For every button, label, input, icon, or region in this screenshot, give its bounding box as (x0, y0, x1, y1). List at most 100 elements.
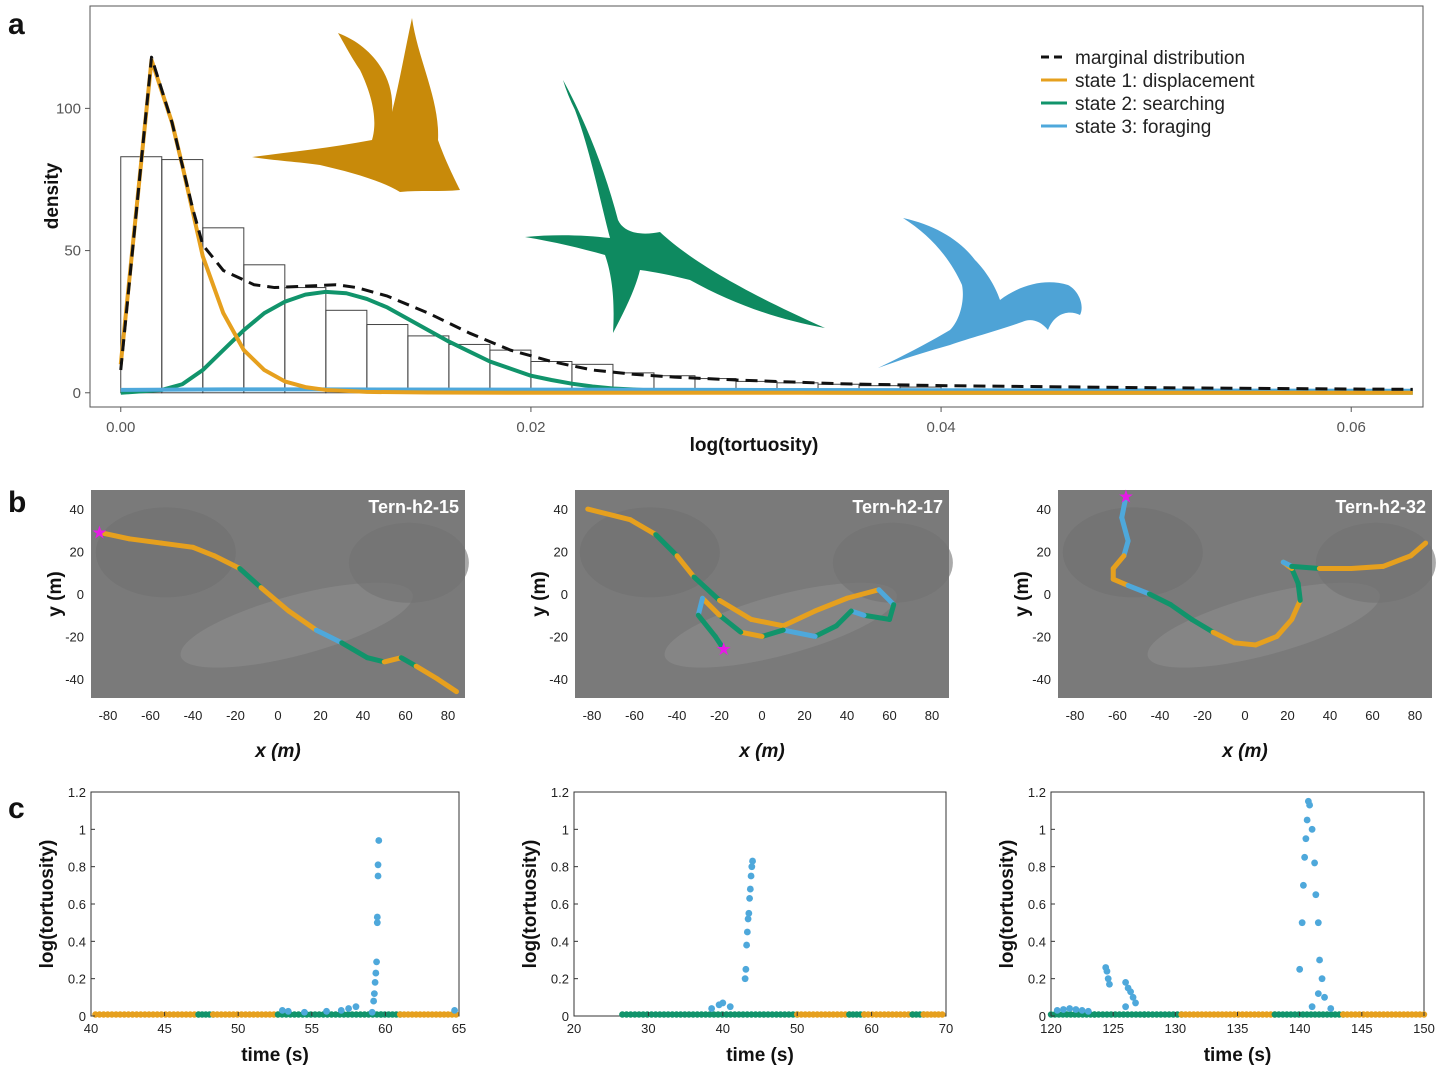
foraging-point (1314, 919, 1322, 927)
map-label: Tern-h2-32 (1335, 497, 1426, 517)
track-segment (97, 529, 132, 542)
y-tick-label: 0 (73, 385, 81, 402)
scatter-ylabel: log(tortuosity) (520, 840, 541, 969)
foraging-point (746, 895, 753, 902)
y-tick-label: 0 (77, 587, 84, 602)
x-tick-label: 60 (1365, 708, 1379, 723)
x-tick-label: 60 (882, 708, 896, 723)
track-segment (653, 532, 680, 559)
map-ylabel: y (m) (45, 571, 66, 616)
y-tick-label: 0.8 (1028, 860, 1046, 875)
track-segment (413, 663, 440, 682)
y-tick-label: 1.2 (1028, 785, 1046, 800)
y-tick-label: 1.2 (68, 785, 86, 800)
x-tick-label: 70 (939, 1021, 953, 1036)
y-tick-label: 0 (1044, 587, 1051, 602)
x-tick-label: 0 (1241, 708, 1248, 723)
foraging-point (743, 941, 751, 949)
track-segment (700, 595, 722, 618)
x-tick-label: 120 (1040, 1021, 1062, 1036)
track-segment (627, 517, 659, 538)
density-line-state1 (118, 58, 1413, 395)
foraging-point (741, 975, 749, 983)
x-tick-label: 60 (864, 1021, 878, 1036)
scatter-frame (1050, 791, 1425, 1017)
x-tick-label: 150 (1413, 1021, 1435, 1036)
foraging-point (1308, 1003, 1316, 1011)
foraging-point (1132, 999, 1139, 1007)
x-tick-label: 0 (758, 708, 765, 723)
foraging-point (375, 837, 383, 844)
x-tick-label: -60 (625, 708, 644, 723)
foraging-point (1078, 1007, 1086, 1014)
panel-a-legend: marginal distribution state 1: displacem… (1041, 48, 1255, 138)
y-tick-label: -20 (1032, 629, 1051, 644)
legend-label-state1: state 1: displacement (1075, 71, 1255, 92)
x-tick-label: 80 (925, 708, 939, 723)
start-star-icon: ★ (716, 639, 732, 660)
panel-b-tracks: ★ Tern-h2-15 -80 -60 -40 -20 0 20 40 60 80 -40 -20 0 2… (45, 486, 1436, 762)
foraging-point (1311, 859, 1318, 867)
foraging-point (373, 919, 381, 927)
map-texture (1062, 507, 1203, 598)
foraging-point (749, 857, 756, 865)
foraging-point (1299, 881, 1307, 889)
foraging-point (371, 979, 379, 986)
x-tick-label: 0 (274, 708, 281, 723)
track-segment (258, 585, 292, 614)
track-segment (286, 608, 319, 633)
x-tick-label: 20 (313, 708, 327, 723)
map-texture (348, 522, 469, 603)
foraging-point (1122, 979, 1129, 986)
track-segment (1380, 553, 1414, 569)
legend-label-state2: state 2: searching (1075, 94, 1225, 115)
scatter-panel-2: 20 30 40 50 60 70 0 0.2 0.4 0.6 0.8 1 1.2 time (s) log… (520, 785, 953, 1066)
foraging-point (1296, 965, 1304, 973)
track-segment (1289, 563, 1322, 572)
x-tick-label: 40 (1323, 708, 1337, 723)
y-tick-label: 20 (554, 545, 568, 560)
y-tick-label: 1 (79, 822, 86, 837)
x-tick-label: 50 (231, 1021, 245, 1036)
y-tick-label: 20 (1037, 545, 1051, 560)
x-tick-label: 0.02 (516, 419, 545, 436)
map-texture (95, 507, 236, 598)
scatter-xlabel: time (s) (241, 1045, 309, 1066)
x-tick-label: 140 (1289, 1021, 1311, 1036)
x-tick-label: 60 (378, 1021, 392, 1036)
foraging-point (1084, 1007, 1092, 1015)
foraging-point (708, 1005, 716, 1012)
x-tick-label: 60 (398, 708, 412, 723)
track-segment (717, 612, 744, 635)
foraging-point (1127, 988, 1134, 996)
y-tick-label: 0.4 (68, 934, 86, 949)
y-tick-label: 0.2 (68, 972, 86, 987)
map-ylabel: y (m) (1012, 571, 1033, 616)
x-tick-label: 40 (356, 708, 370, 723)
y-tick-label: 0.4 (1028, 934, 1046, 949)
baseline-point (939, 1011, 946, 1018)
track-segment (1289, 566, 1301, 586)
foraging-point (746, 885, 754, 893)
foraging-point (1303, 816, 1311, 824)
track-segment (1121, 538, 1131, 559)
map-xlabel: x (m) (254, 741, 300, 762)
panel-c-tortuosity-time: 40 45 50 55 60 65 0 0.2 0.4 0.6 0.8 1 1.2 time (s) log… (37, 785, 1435, 1066)
y-tick-label: 0.2 (551, 972, 569, 987)
y-tick-label: 0.8 (551, 860, 569, 875)
map-texture (832, 522, 953, 603)
track-segment (1125, 583, 1152, 597)
track-segment (695, 612, 718, 639)
panel-letter-b: b (8, 486, 26, 519)
x-tick-label: -20 (1193, 708, 1212, 723)
foraging-point (1053, 1007, 1061, 1014)
y-tick-label: 1 (1039, 822, 1046, 837)
foraging-point (743, 928, 751, 936)
track-segment (1231, 640, 1259, 648)
map-texture (1147, 582, 1380, 668)
x-tick-label: 45 (157, 1021, 171, 1036)
y-tick-label: 0 (562, 1009, 569, 1024)
foraging-point (1103, 967, 1111, 975)
bird-foraging-icon (878, 218, 1082, 368)
density-line-state3 (120, 387, 1413, 393)
